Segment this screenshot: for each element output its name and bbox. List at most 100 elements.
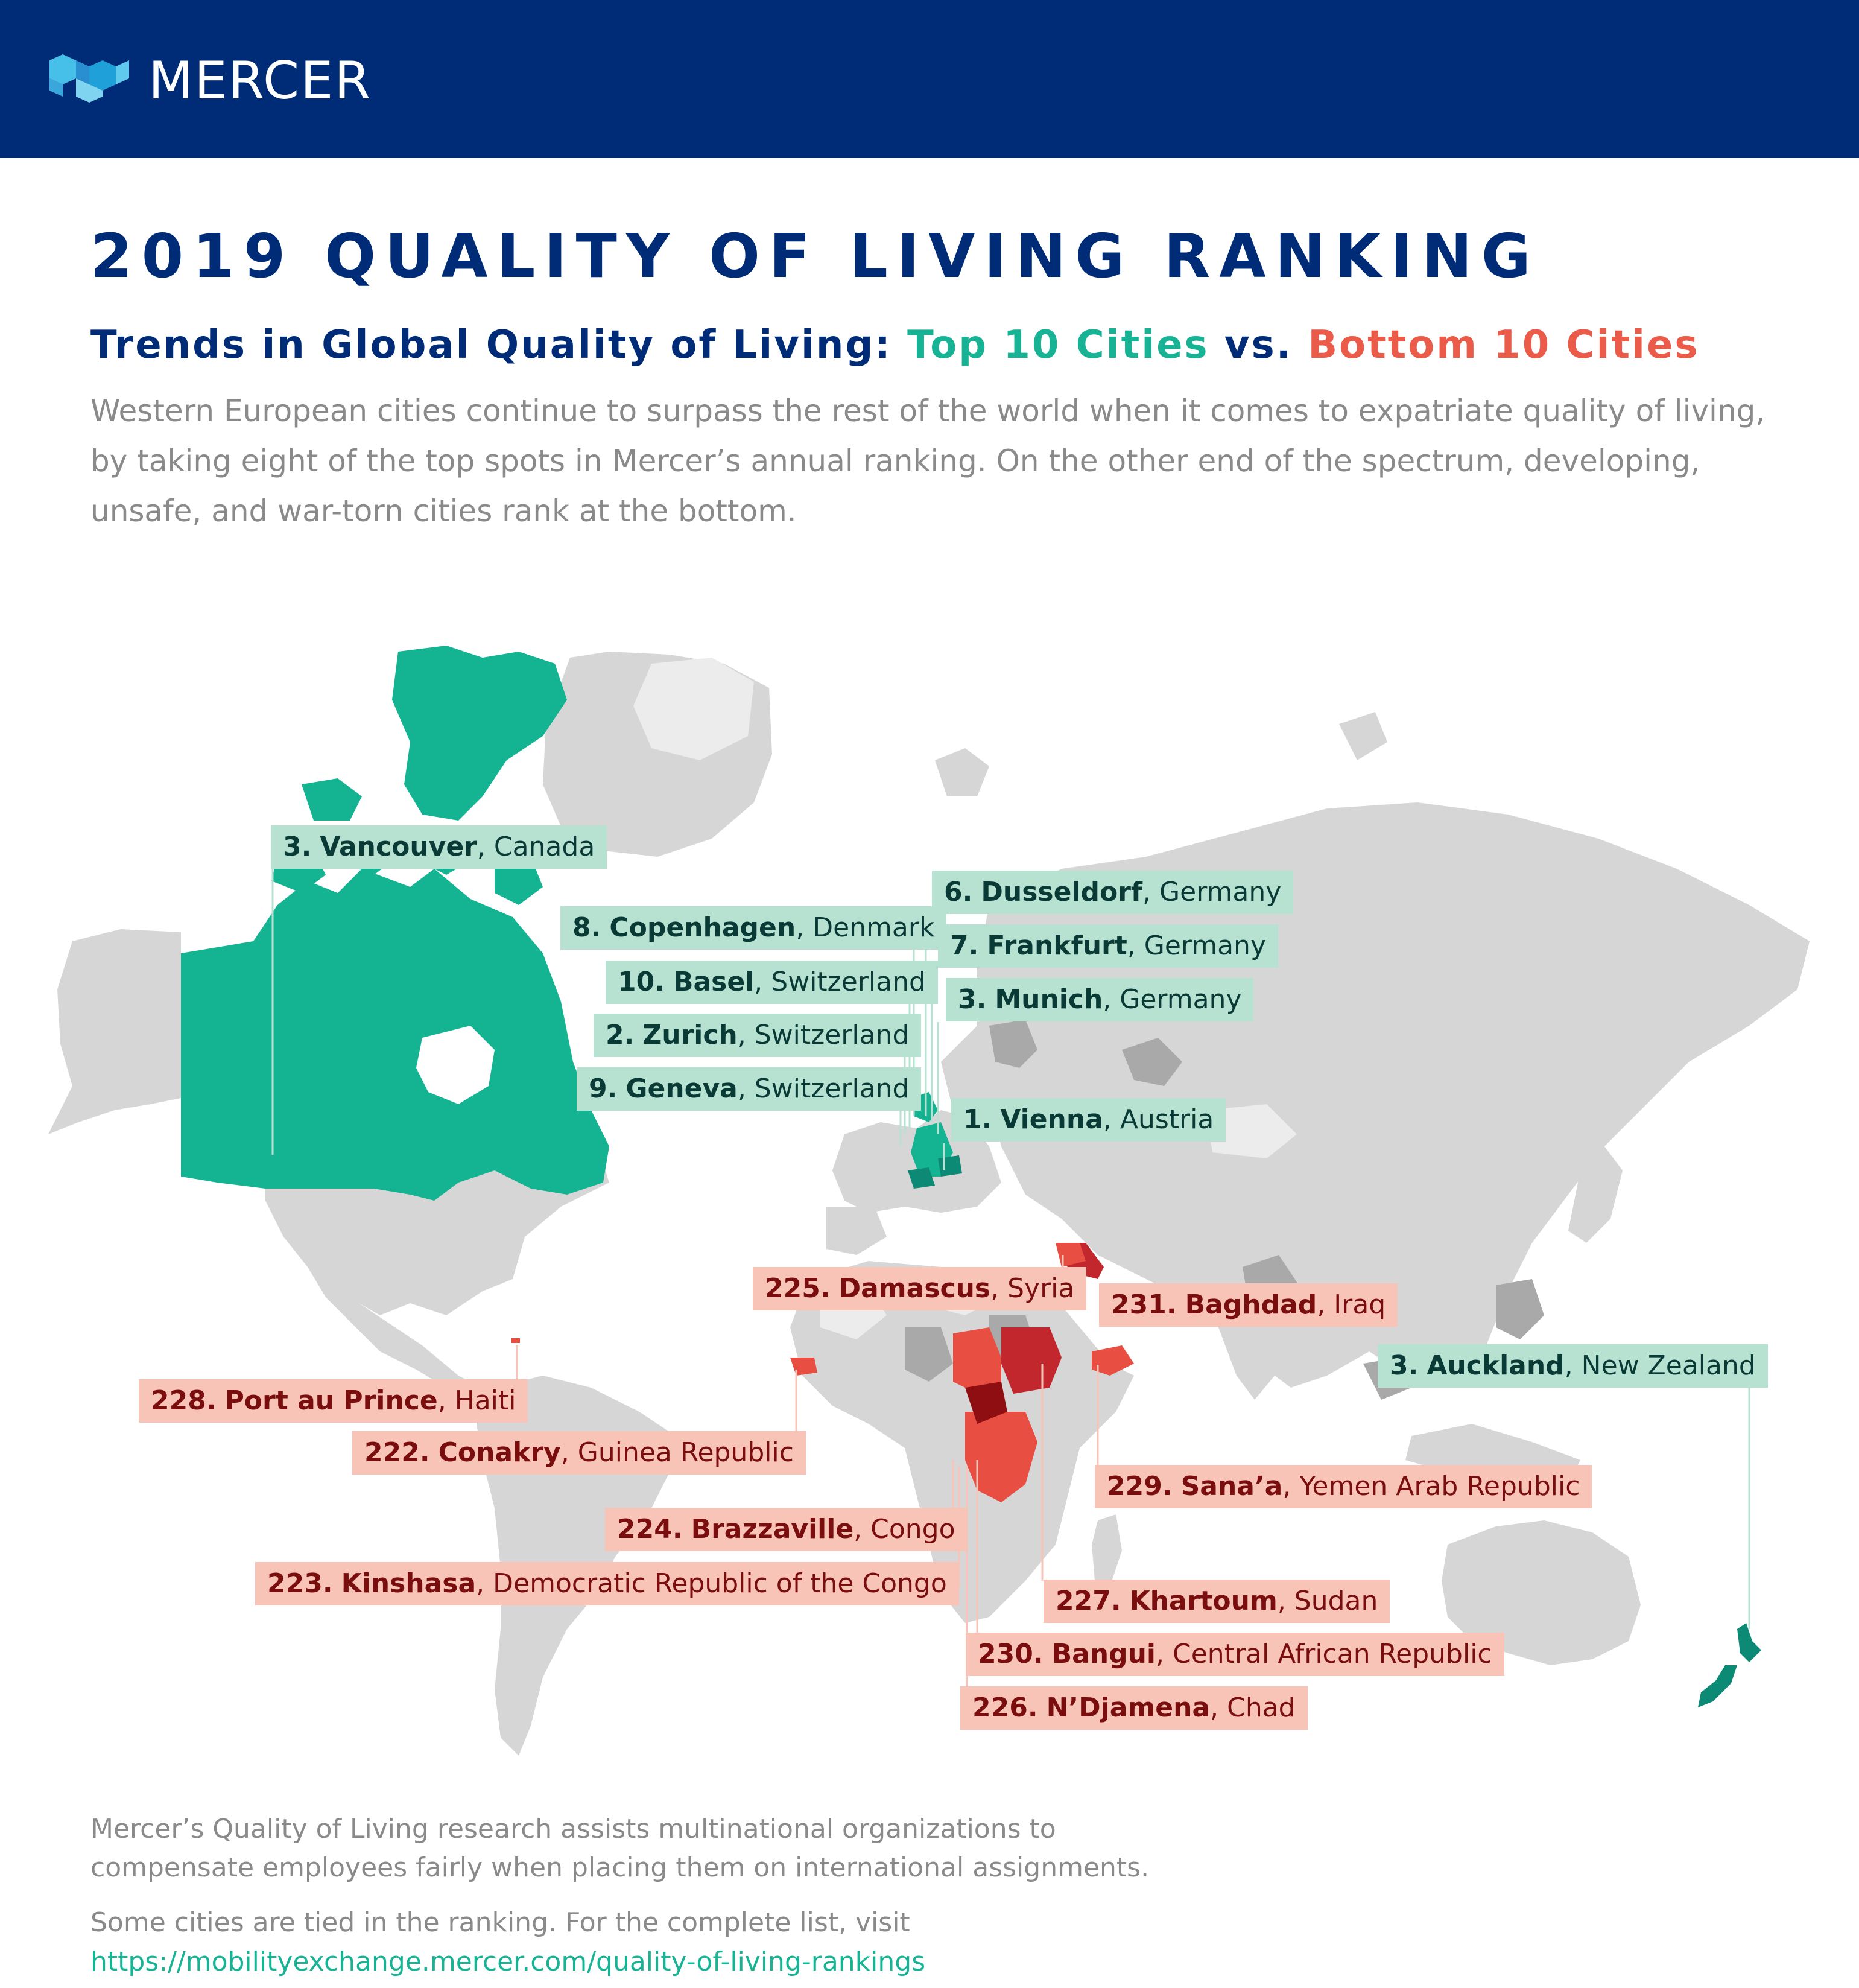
label-city: Zurich	[642, 1020, 738, 1050]
label-city: Vancouver	[320, 831, 477, 862]
label-baghdad: 231. Baghdad, Iraq	[1099, 1283, 1398, 1327]
label-rank: 9.	[589, 1073, 618, 1104]
label-country: Yemen Arab Republic	[1299, 1471, 1580, 1502]
label-auckland: 3. Auckland, New Zealand	[1378, 1344, 1768, 1388]
label-city: Conakry	[438, 1437, 561, 1468]
label-country: Central African Republic	[1173, 1639, 1492, 1669]
label-city: Auckland	[1427, 1350, 1565, 1381]
label-rank: 231.	[1111, 1289, 1177, 1320]
label-city: Copenhagen	[609, 912, 796, 943]
label-country: New Zealand	[1581, 1350, 1756, 1381]
rankings-link[interactable]: https://mobilityexchange.mercer.com/qual…	[90, 1946, 926, 1977]
label-bangui: 230. Bangui, Central African Republic	[966, 1633, 1504, 1676]
label-city: Dusseldorf	[981, 877, 1143, 907]
label-country: Democratic Republic of the Congo	[493, 1568, 947, 1599]
label-ndjamena: 226. N’Djamena, Chad	[960, 1686, 1308, 1730]
label-country: Switzerland	[754, 1020, 910, 1050]
label-brazzaville: 224. Brazzaville, Congo	[605, 1508, 968, 1551]
label-country: Austria	[1120, 1104, 1214, 1135]
intro-paragraph: Western European cities continue to surp…	[90, 393, 1766, 529]
label-city: Munich	[995, 984, 1103, 1015]
label-munich: 3. Munich, Germany	[946, 978, 1254, 1021]
label-country: Congo	[870, 1514, 955, 1545]
label-city: Frankfurt	[987, 930, 1127, 961]
label-rank: 6.	[944, 877, 973, 907]
mercer-logo-text: MERCER	[148, 51, 372, 111]
label-kinshasa: 223. Kinshasa, Democratic Republic of th…	[255, 1562, 959, 1605]
label-rank: 2.	[606, 1020, 635, 1050]
label-rank: 227.	[1056, 1586, 1121, 1616]
label-country: Haiti	[454, 1385, 516, 1416]
label-country: Chad	[1227, 1692, 1296, 1723]
africa-darkred	[965, 1382, 1007, 1424]
canada-green	[181, 646, 609, 1201]
label-frankfurt: 7. Frankfurt, Germany	[938, 924, 1278, 968]
label-country: Canada	[493, 831, 595, 862]
label-dusseldorf: 6. Dusseldorf, Germany	[932, 871, 1294, 914]
canada-white-hudson	[416, 1026, 495, 1104]
label-rank: 7.	[950, 930, 979, 961]
label-city: N’Djamena	[1046, 1692, 1211, 1723]
label-rank: 3.	[1390, 1350, 1419, 1381]
label-city: Damascus	[838, 1273, 991, 1304]
label-rank: 229.	[1107, 1471, 1173, 1502]
subtitle-bottom: Bottom 10 Cities	[1308, 323, 1700, 367]
label-city: Port au Prince	[224, 1385, 438, 1416]
label-country: Switzerland	[754, 1073, 910, 1104]
label-rank: 222.	[364, 1437, 430, 1468]
label-rank: 1.	[963, 1104, 992, 1135]
label-country: Denmark	[812, 912, 935, 943]
label-country: Guinea Republic	[577, 1437, 794, 1468]
label-rank: 3.	[283, 831, 312, 862]
label-rank: 228.	[151, 1385, 217, 1416]
footer-note: Mercer’s Quality of Living research assi…	[90, 1814, 1150, 1883]
label-conakry: 222. Conakry, Guinea Republic	[352, 1431, 806, 1475]
new-zealand-teal	[1698, 1623, 1761, 1707]
subtitle-prefix: Trends in Global Quality of Living:	[90, 323, 908, 367]
label-rank: 8.	[572, 912, 601, 943]
label-vancouver: 3. Vancouver, Canada	[271, 825, 607, 869]
label-rank: 224.	[617, 1514, 683, 1545]
label-city: Vienna	[1000, 1104, 1103, 1135]
label-port-au-prince: 228. Port au Prince, Haiti	[139, 1379, 528, 1423]
africa-red	[790, 1327, 1134, 1502]
footer-link-row: https://mobilityexchange.mercer.com/qual…	[90, 1943, 1659, 1981]
page-subtitle: Trends in Global Quality of Living: Top …	[90, 320, 1699, 370]
mercer-logo-icon	[49, 54, 129, 103]
subtitle-top: Top 10 Cities	[907, 323, 1209, 367]
label-city: Geneva	[625, 1073, 738, 1104]
page-title: 2019 QUALITY OF LIVING RANKING	[90, 221, 1540, 291]
label-city: Basel	[673, 967, 755, 997]
label-country: Syria	[1007, 1273, 1075, 1304]
label-geneva: 9. Geneva, Switzerland	[577, 1067, 922, 1111]
label-city: Baghdad	[1185, 1289, 1317, 1320]
label-rank: 3.	[958, 984, 987, 1015]
label-city: Brazzaville	[691, 1514, 854, 1545]
label-vienna: 1. Vienna, Austria	[951, 1098, 1226, 1142]
label-country: Iraq	[1334, 1289, 1386, 1320]
label-country: Germany	[1144, 930, 1266, 961]
subtitle-vs: vs.	[1209, 323, 1308, 367]
label-rank: 226.	[972, 1692, 1038, 1723]
label-country: Germany	[1120, 984, 1242, 1015]
header-bar: MERCER	[0, 0, 1859, 158]
label-rank: 225.	[765, 1273, 831, 1304]
label-zurich: 2. Zurich, Switzerland	[594, 1014, 922, 1057]
label-copenhagen: 8. Copenhagen, Denmark	[560, 906, 947, 950]
label-damascus: 225. Damascus, Syria	[753, 1267, 1087, 1310]
label-country: Switzerland	[771, 967, 926, 997]
label-rank: 230.	[978, 1639, 1044, 1669]
label-basel: 10. Basel, Switzerland	[606, 961, 938, 1004]
label-sanaa: 229. Sana’a, Yemen Arab Republic	[1095, 1465, 1592, 1508]
label-rank: 10.	[618, 967, 665, 997]
label-country: Germany	[1159, 877, 1282, 907]
label-khartoum: 227. Khartoum, Sudan	[1044, 1580, 1390, 1623]
label-city: Kinshasa	[341, 1568, 477, 1599]
label-country: Sudan	[1294, 1586, 1378, 1616]
label-city: Sana’a	[1180, 1471, 1283, 1502]
label-city: Khartoum	[1129, 1586, 1278, 1616]
footer-tie-note: Some cities are tied in the ranking. For…	[90, 1907, 910, 1938]
haiti-red	[511, 1338, 520, 1343]
label-rank: 223.	[267, 1568, 333, 1599]
label-city: Bangui	[1051, 1639, 1156, 1669]
